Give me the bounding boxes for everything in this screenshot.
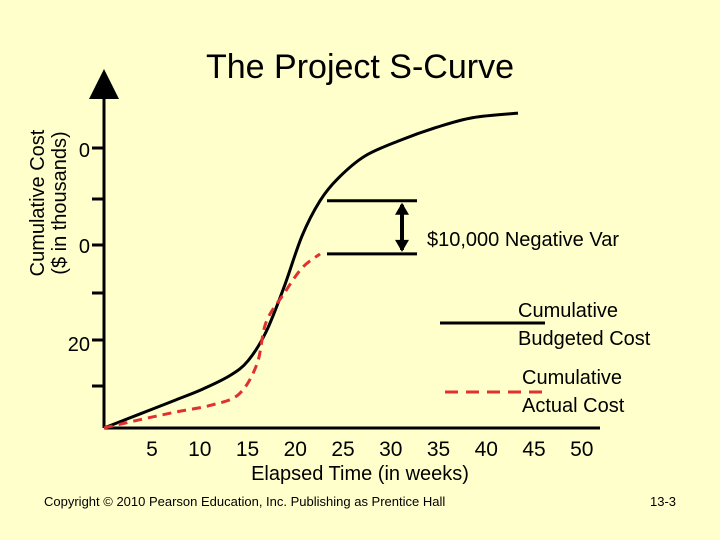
variance-arrow-down-icon: [395, 239, 409, 252]
x-tick-label-0: 5: [146, 438, 158, 461]
x-tick-label-3: 20: [284, 438, 307, 461]
actual-cost-line: [103, 252, 321, 430]
budgeted-cost-line: [103, 111, 519, 430]
chart-title: The Project S-Curve: [206, 48, 514, 86]
variance-label: $10,000 Negative Var: [427, 229, 619, 251]
legend-actual-label-line1: Cumulative: [522, 367, 622, 389]
page-number: 13-3: [650, 494, 677, 509]
x-tick-label-1: 10: [188, 438, 211, 461]
y-tick-label-0: 0: [79, 140, 90, 162]
x-tick-label-5: 30: [379, 438, 402, 461]
x-tick-label-2: 15: [236, 438, 259, 461]
variance-arrow-up-icon: [395, 202, 409, 215]
x-tick-label-7: 40: [475, 438, 498, 461]
legend-budgeted-label-line2: Budgeted Cost: [518, 328, 651, 350]
x-tick-label-8: 45: [522, 438, 545, 461]
legend-actual-label-line2: Actual Cost: [522, 395, 625, 417]
y-tick-label-1: 0: [79, 236, 90, 258]
x-tick-label-6: 35: [427, 438, 450, 461]
x-tick-label-4: 25: [331, 438, 354, 461]
y-tick-label-2: 20: [68, 334, 90, 356]
legend-budgeted-label-line1: Cumulative: [518, 300, 618, 322]
copyright-text: Copyright © 2010 Pearson Education, Inc.…: [44, 494, 446, 509]
x-tick-label-9: 50: [570, 438, 593, 461]
x-axis-title: Elapsed Time (in weeks): [251, 463, 469, 485]
